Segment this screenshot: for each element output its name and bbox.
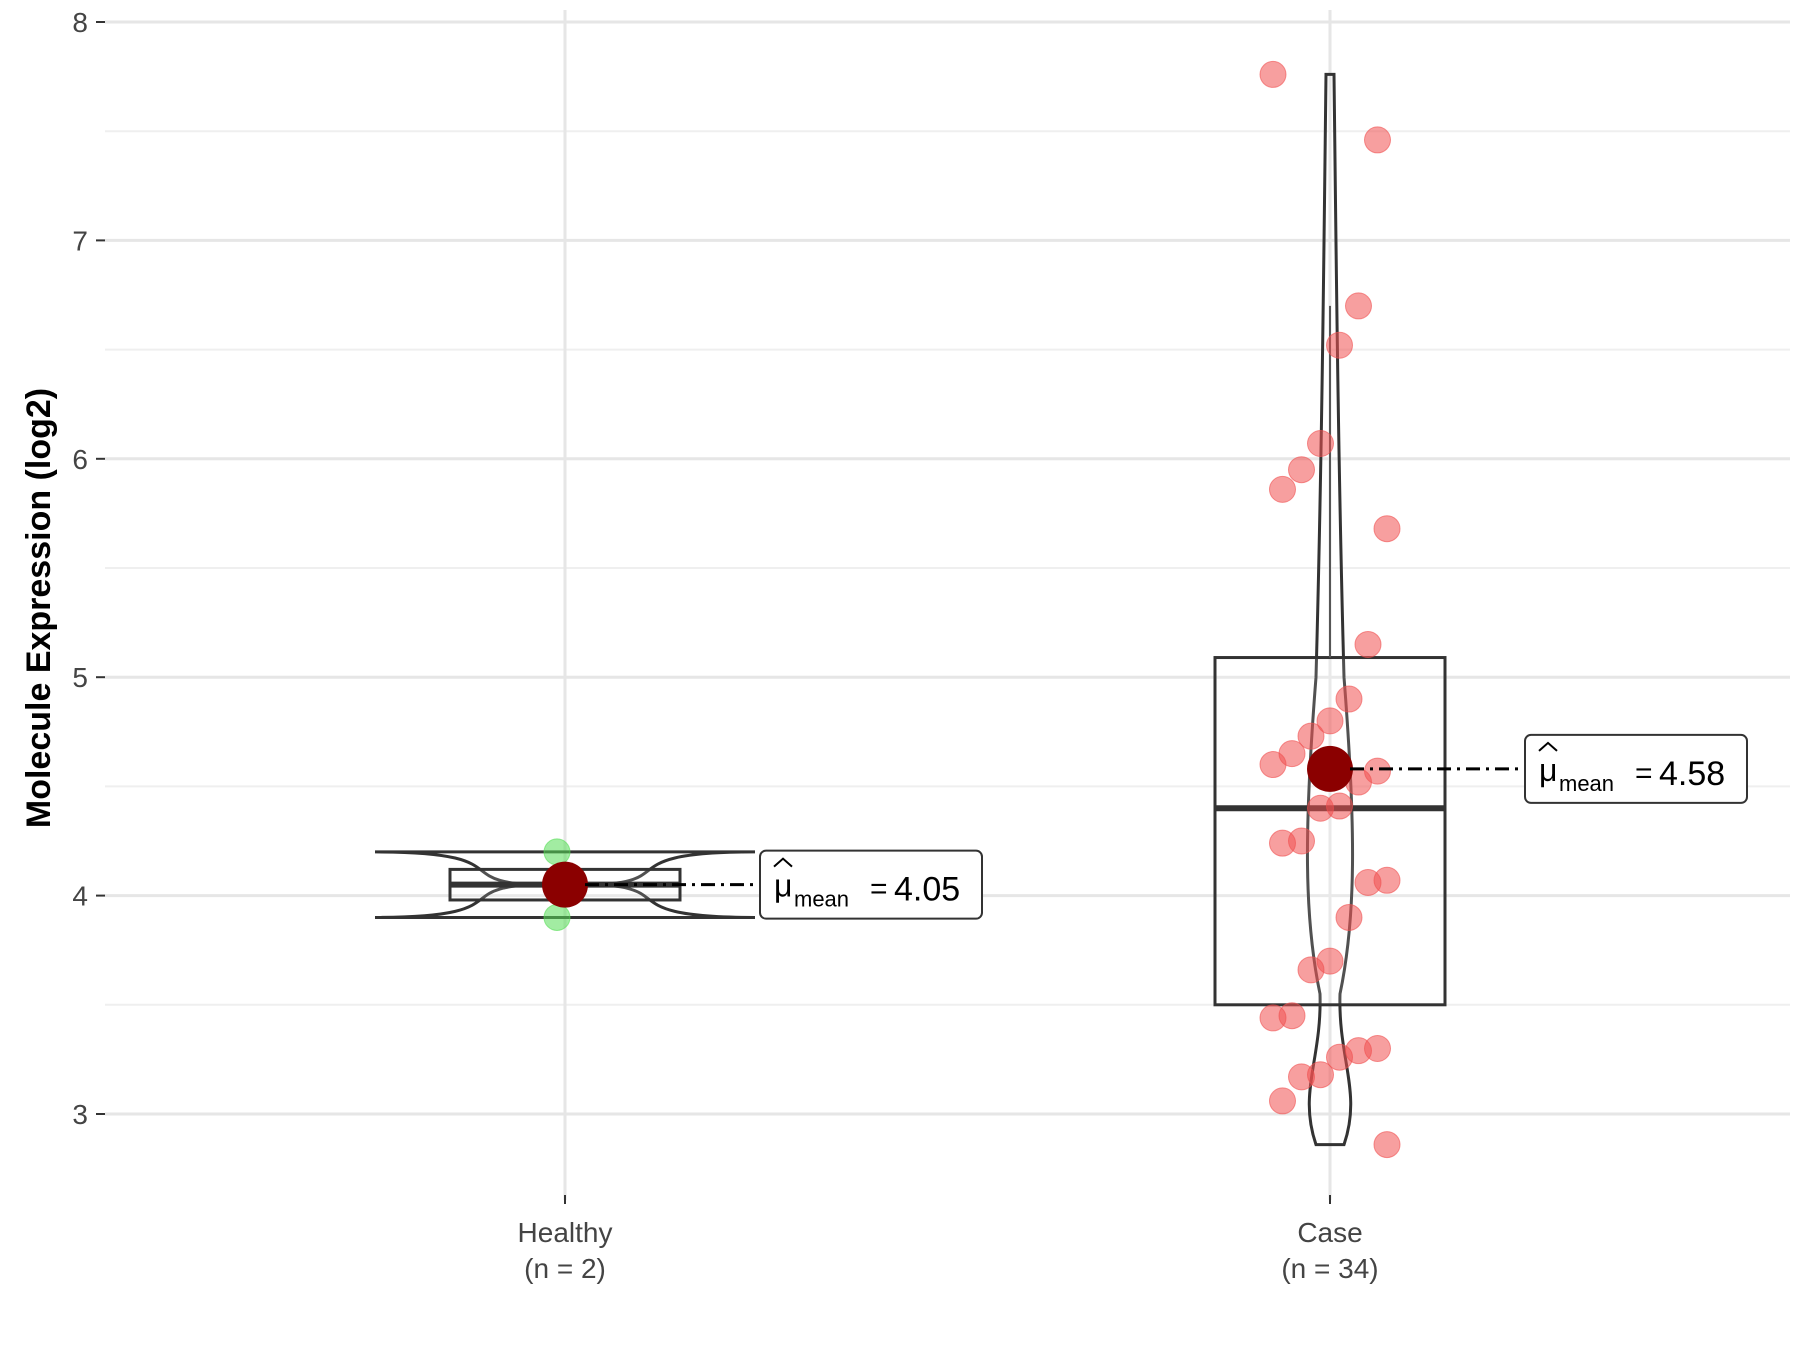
axes: 3 4 5 6 7 8 Healthy (n = 2) Case (n = 34) (72, 7, 1378, 1284)
y-axis-label: Molecule Expression (log2) (20, 388, 58, 828)
data-point (1269, 829, 1296, 857)
mean-symbol: μ (1539, 752, 1557, 788)
y-tick-label: 3 (72, 1099, 88, 1130)
data-point (1373, 515, 1401, 543)
violin (1305, 72, 1355, 1147)
x-tick-label: Case (1297, 1217, 1362, 1248)
data-point (1288, 456, 1315, 484)
y-tick-label: 6 (72, 444, 88, 475)
data-point (1373, 1131, 1401, 1159)
mean-value: 4.05 (894, 871, 960, 909)
hat-icon (1538, 741, 1558, 752)
data-point (1259, 60, 1287, 88)
x-tick-sublabel: (n = 34) (1281, 1253, 1378, 1284)
data-point (1335, 685, 1363, 713)
hat-icon (773, 857, 793, 868)
data-point (1326, 1043, 1353, 1071)
data-point (1307, 430, 1334, 458)
data-point (1364, 126, 1391, 154)
data-point (1326, 331, 1353, 359)
data-point (1354, 868, 1382, 896)
y-tick-label: 4 (72, 881, 88, 912)
x-tick-sublabel: (n = 2) (524, 1253, 606, 1284)
data-point (1269, 475, 1296, 503)
data-point (1345, 292, 1372, 320)
group-case: μ mean = 4.58 (1213, 60, 1748, 1159)
data-point (1269, 1087, 1296, 1115)
mean-point (1307, 745, 1353, 792)
group-healthy: μ mean = 4.05 (374, 838, 983, 931)
data-point (1307, 794, 1334, 822)
mean-subscript: mean (1559, 771, 1614, 796)
plot-groups: μ mean = 4.05μ mean = 4.58 (374, 60, 1748, 1159)
mean-symbol: μ (774, 868, 792, 904)
y-tick-label: 5 (72, 662, 88, 693)
x-tick-label: Healthy (518, 1217, 613, 1248)
data-point (543, 838, 571, 866)
mean-value: 4.58 (1659, 755, 1725, 793)
mean-point (542, 861, 588, 908)
mean-equals: = (870, 873, 888, 906)
mean-subscript: mean (794, 887, 849, 912)
data-point (1297, 956, 1325, 984)
data-point (1288, 1063, 1315, 1091)
data-point (1259, 1004, 1287, 1032)
mean-label-box (1524, 733, 1748, 804)
data-point (1354, 630, 1382, 658)
data-point (1259, 751, 1287, 779)
y-tick-label: 7 (72, 225, 88, 256)
data-point (1297, 722, 1325, 750)
y-tick-label: 8 (72, 7, 88, 38)
data-point (1335, 903, 1363, 931)
data-point (1316, 707, 1344, 735)
mean-equals: = (1635, 757, 1653, 790)
mean-label-box (759, 849, 983, 920)
data-point (543, 903, 571, 931)
